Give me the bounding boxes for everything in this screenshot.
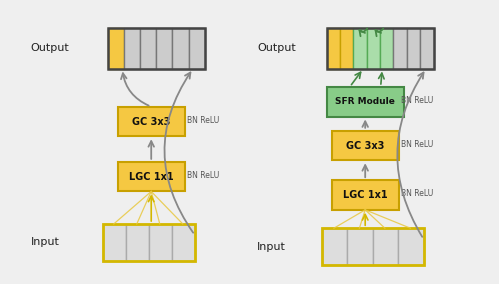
Bar	[156, 28, 172, 68]
Bar	[327, 28, 434, 68]
Text: LGC 1x1: LGC 1x1	[343, 190, 388, 200]
Text: BN ReLU: BN ReLU	[401, 139, 434, 149]
Text: SFR Module: SFR Module	[335, 97, 395, 106]
Bar	[322, 228, 347, 265]
Text: Output: Output	[30, 43, 69, 53]
Text: Input: Input	[257, 242, 286, 252]
Bar	[140, 28, 156, 68]
Bar	[327, 28, 340, 68]
Bar	[108, 28, 124, 68]
Text: BN ReLU: BN ReLU	[401, 189, 434, 198]
Bar	[103, 224, 195, 261]
Bar	[149, 224, 172, 261]
Text: GC 3x3: GC 3x3	[346, 141, 384, 151]
Text: BN ReLU: BN ReLU	[187, 116, 220, 124]
Bar	[347, 228, 373, 265]
Text: BN ReLU: BN ReLU	[187, 171, 220, 180]
Text: Input: Input	[30, 237, 59, 247]
Bar	[420, 28, 434, 68]
Bar	[380, 28, 394, 68]
Bar	[118, 162, 185, 191]
Bar	[172, 28, 189, 68]
Bar	[353, 28, 367, 68]
Bar	[373, 228, 398, 265]
Text: Output: Output	[257, 43, 296, 53]
Bar	[367, 28, 380, 68]
Bar	[126, 224, 149, 261]
Bar	[398, 228, 424, 265]
Bar	[340, 28, 353, 68]
Bar	[407, 28, 420, 68]
Text: LGC 1x1: LGC 1x1	[129, 172, 174, 182]
Bar	[394, 28, 407, 68]
Bar	[332, 180, 399, 210]
Text: GC 3x3: GC 3x3	[132, 116, 171, 126]
Bar	[108, 28, 205, 68]
Bar	[118, 107, 185, 136]
Bar	[189, 28, 205, 68]
Bar	[103, 224, 126, 261]
Bar	[322, 228, 424, 265]
Text: BN ReLU: BN ReLU	[401, 96, 434, 105]
Bar	[327, 87, 404, 116]
Bar	[332, 131, 399, 160]
Bar	[124, 28, 140, 68]
Bar	[172, 224, 195, 261]
